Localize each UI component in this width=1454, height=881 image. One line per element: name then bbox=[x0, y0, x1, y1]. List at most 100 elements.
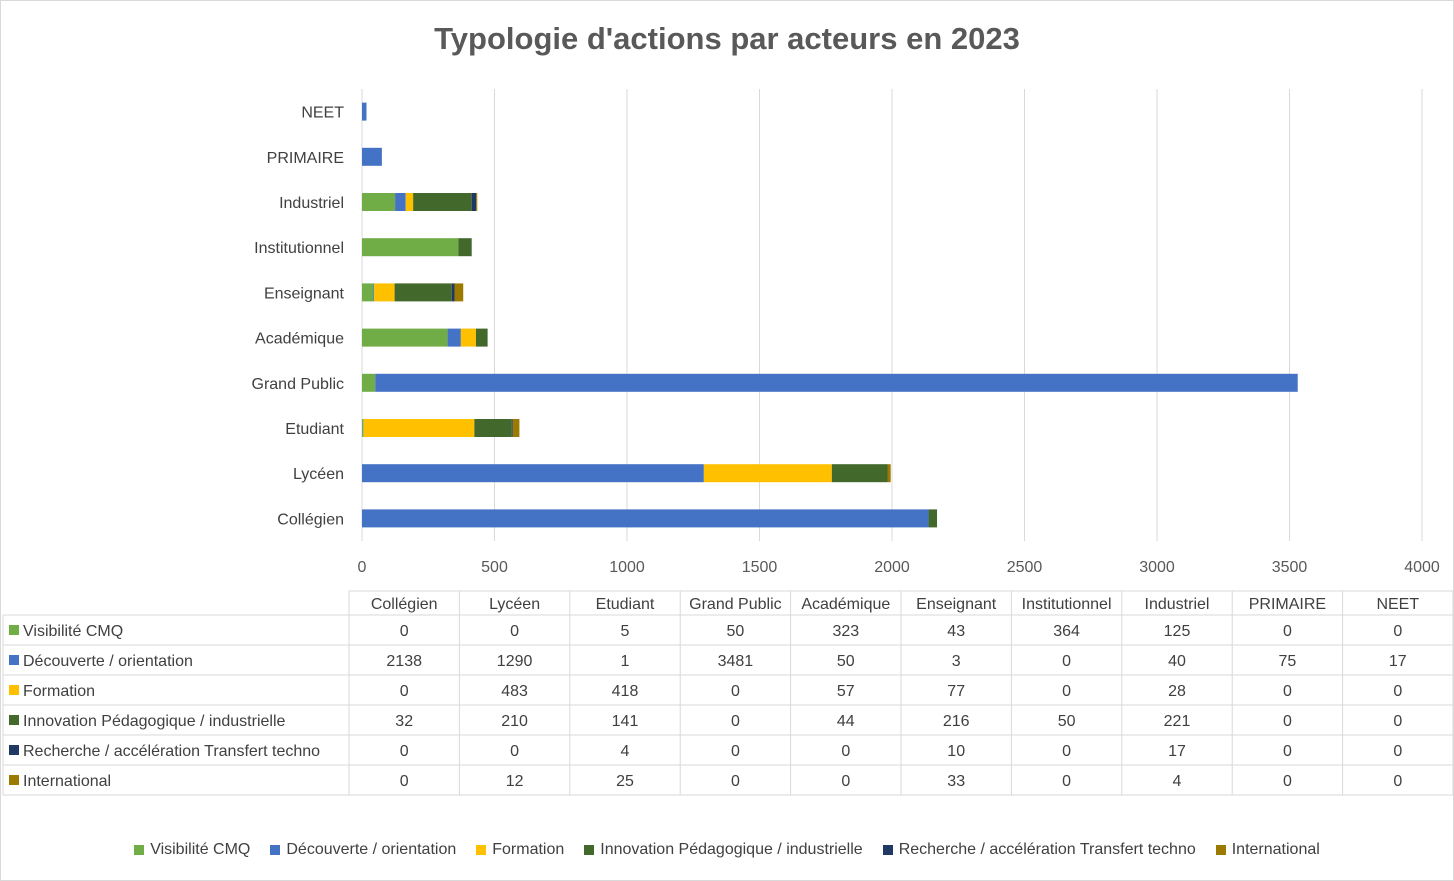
table-series-key bbox=[9, 745, 19, 755]
table-value-cell: 1 bbox=[621, 653, 630, 670]
table-series-name: Visibilité CMQ bbox=[23, 623, 123, 640]
table-value-cell: 17 bbox=[1168, 743, 1186, 760]
bar-segment bbox=[458, 238, 472, 257]
table-value-cell: 1290 bbox=[497, 653, 533, 670]
bar-segment bbox=[363, 419, 475, 437]
table-header-cell: Lycéen bbox=[489, 596, 540, 613]
table-value-cell: 0 bbox=[1393, 743, 1402, 760]
bar-segment bbox=[413, 193, 472, 211]
category-label: PRIMAIRE bbox=[267, 150, 344, 167]
x-tick-label: 2000 bbox=[874, 559, 910, 576]
table-series-name: Recherche / accélération Transfert techn… bbox=[23, 743, 320, 760]
category-label: Institutionnel bbox=[254, 240, 344, 257]
category-label: Industriel bbox=[279, 195, 344, 212]
x-tick-label: 2500 bbox=[1007, 559, 1043, 576]
category-label: Académique bbox=[255, 331, 344, 348]
table-series-name: Formation bbox=[23, 683, 95, 700]
bar-segment bbox=[395, 193, 406, 211]
legend-swatch bbox=[476, 845, 487, 855]
table-value-cell: 0 bbox=[400, 623, 409, 640]
table-value-cell: 4 bbox=[621, 743, 630, 760]
table-header-cell: Collégien bbox=[371, 596, 438, 613]
legend-item: Recherche / accélération Transfert techn… bbox=[882, 841, 1196, 859]
table-value-cell: 0 bbox=[731, 773, 740, 790]
table-series-name: International bbox=[23, 773, 111, 790]
table-value-cell: 221 bbox=[1164, 713, 1191, 730]
table-series-key bbox=[9, 625, 19, 635]
table-value-cell: 0 bbox=[1062, 743, 1071, 760]
table-value-cell: 0 bbox=[1283, 623, 1292, 640]
table-header-cell: Grand Public bbox=[689, 596, 782, 613]
bar-segment bbox=[447, 328, 461, 347]
table-value-cell: 12 bbox=[506, 773, 524, 790]
bar-segment bbox=[362, 509, 929, 528]
table-value-cell: 57 bbox=[837, 683, 855, 700]
legend-item: International bbox=[1215, 841, 1320, 859]
x-tick-label: 1000 bbox=[609, 559, 645, 576]
table-value-cell: 364 bbox=[1053, 623, 1080, 640]
table-value-cell: 0 bbox=[841, 743, 850, 760]
table-header-cell: Académique bbox=[801, 596, 890, 613]
bar-segment bbox=[362, 102, 367, 121]
bar-segment bbox=[362, 238, 459, 257]
bar-segment bbox=[375, 373, 1298, 392]
legend-item: Découverte / orientation bbox=[270, 841, 456, 859]
category-label: Etudiant bbox=[285, 421, 344, 438]
table-header-cell: Institutionnel bbox=[1022, 596, 1112, 613]
table-value-cell: 33 bbox=[947, 773, 965, 790]
legend-label: International bbox=[1231, 841, 1320, 858]
table-value-cell: 418 bbox=[612, 683, 639, 700]
x-tick-label: 1500 bbox=[742, 559, 778, 576]
legend-item: Formation bbox=[476, 841, 564, 859]
bar-segment bbox=[512, 419, 520, 437]
legend-label: Visibilité CMQ bbox=[150, 841, 251, 858]
table-value-cell: 323 bbox=[832, 623, 859, 640]
table-value-cell: 5 bbox=[621, 623, 630, 640]
table-value-cell: 0 bbox=[1062, 773, 1071, 790]
table-value-cell: 40 bbox=[1168, 653, 1186, 670]
bar-segment bbox=[362, 328, 448, 347]
table-value-cell: 0 bbox=[731, 683, 740, 700]
table-value-cell: 44 bbox=[837, 713, 855, 730]
table-value-cell: 0 bbox=[1283, 683, 1292, 700]
table-value-cell: 2138 bbox=[386, 653, 422, 670]
table-series-name: Innovation Pédagogique / industrielle bbox=[23, 713, 286, 730]
category-label: NEET bbox=[301, 105, 344, 122]
legend-item: Visibilité CMQ bbox=[134, 841, 250, 859]
legend-swatch bbox=[584, 845, 595, 855]
bar-segment bbox=[454, 283, 464, 302]
table-header-cell: NEET bbox=[1376, 596, 1419, 613]
table-value-cell: 141 bbox=[612, 713, 639, 730]
chart-plot: 0 500 1000 1500 2000 2500 3000 3500 4000Collégie… bbox=[2, 89, 1453, 796]
table-value-cell: 0 bbox=[1283, 743, 1292, 760]
table-value-cell: 0 bbox=[1393, 773, 1402, 790]
bar-segment bbox=[928, 509, 938, 528]
table-series-key bbox=[9, 715, 19, 725]
legend-label: Innovation Pédagogique / industrielle bbox=[600, 841, 863, 858]
bar-segment bbox=[475, 328, 488, 347]
table-header-cell: Industriel bbox=[1145, 596, 1210, 613]
table-value-cell: 0 bbox=[841, 773, 850, 790]
table-value-cell: 0 bbox=[731, 743, 740, 760]
bar-segment bbox=[373, 283, 375, 302]
category-label: Grand Public bbox=[252, 376, 345, 393]
x-tick-label: 500 bbox=[481, 559, 508, 576]
bar-segment bbox=[362, 193, 396, 211]
table-series-key bbox=[9, 775, 19, 785]
table-value-cell: 483 bbox=[501, 683, 528, 700]
table-value-cell: 210 bbox=[501, 713, 528, 730]
table-value-cell: 50 bbox=[1058, 713, 1076, 730]
legend-label: Découverte / orientation bbox=[286, 841, 457, 858]
bar-segment bbox=[362, 373, 376, 392]
table-value-cell: 28 bbox=[1168, 683, 1186, 700]
bar-segment bbox=[474, 419, 512, 437]
table-series-key bbox=[9, 685, 19, 695]
category-label: Collégien bbox=[277, 511, 344, 528]
table-value-cell: 43 bbox=[947, 623, 965, 640]
x-tick-label: 3500 bbox=[1272, 559, 1308, 576]
bar-segment bbox=[362, 147, 382, 166]
table-header-cell: Etudiant bbox=[596, 596, 655, 613]
chart-title: Typologie d'actions par acteurs en 2023 bbox=[434, 21, 1020, 56]
table-value-cell: 216 bbox=[943, 713, 970, 730]
bar-segment bbox=[460, 328, 476, 347]
